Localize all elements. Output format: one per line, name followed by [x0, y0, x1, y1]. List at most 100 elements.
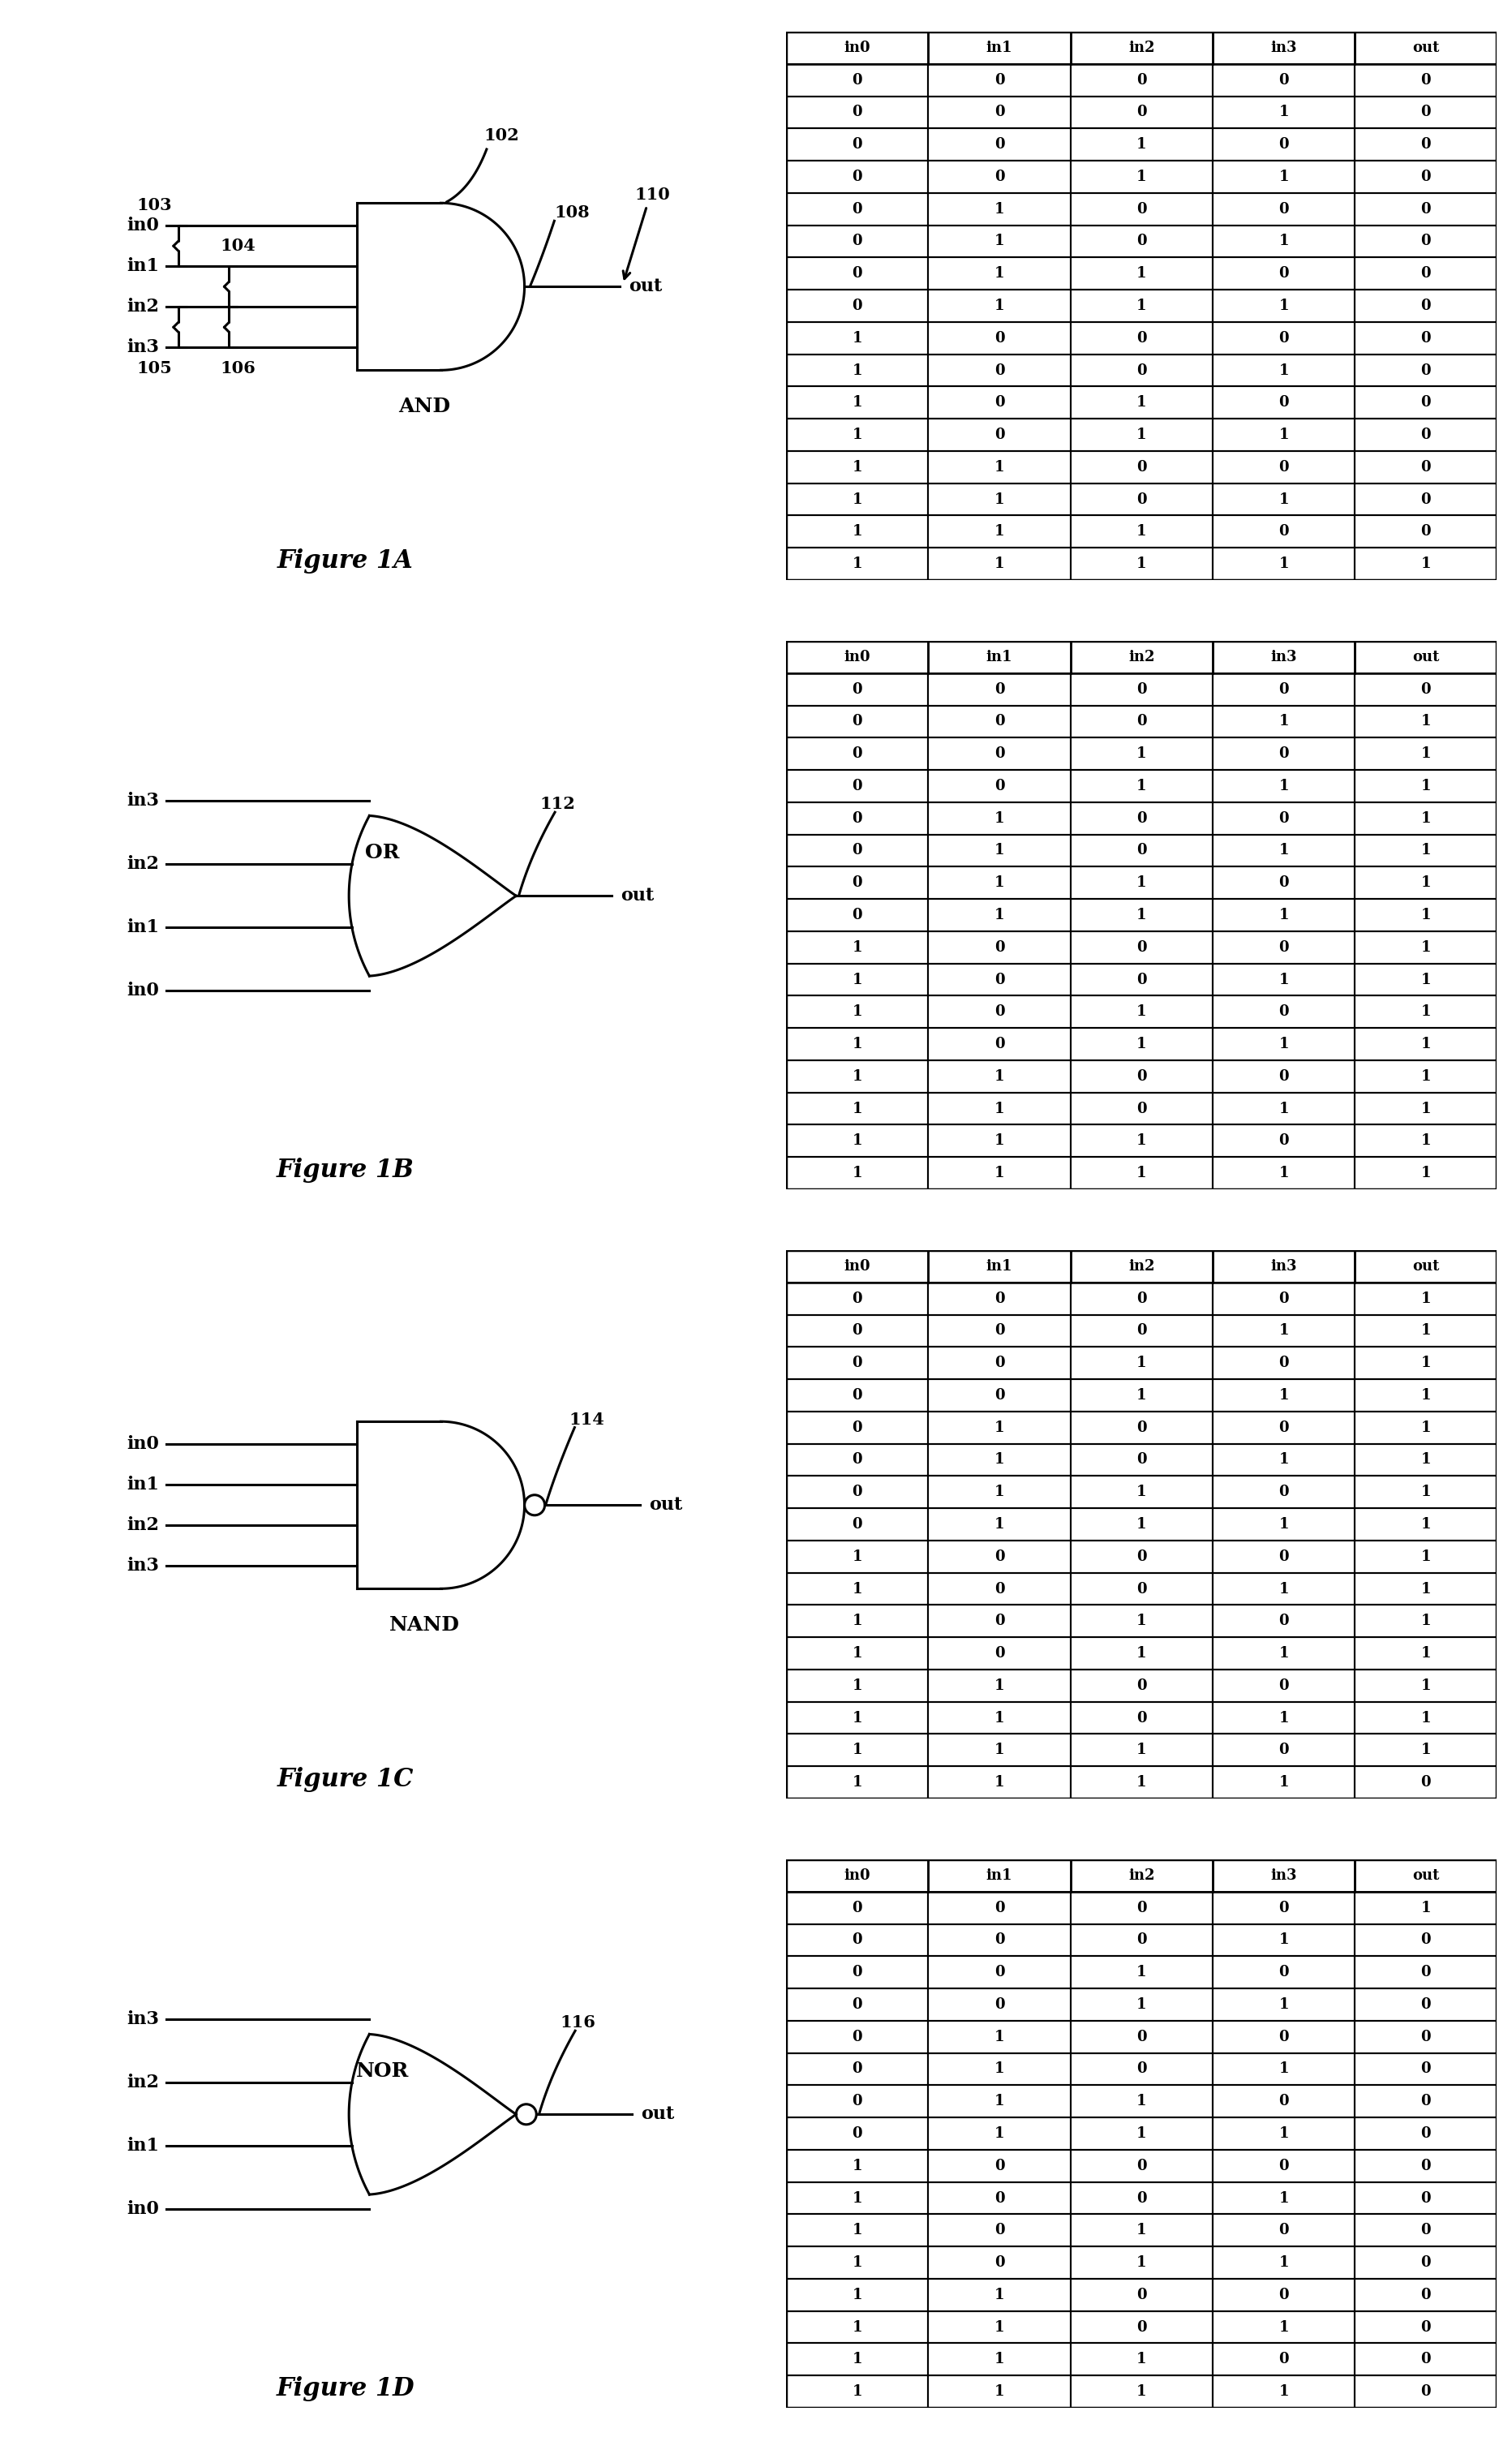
- Text: 1: 1: [995, 2352, 1004, 2366]
- Bar: [1213, 1891, 1355, 1923]
- Text: 1: 1: [1421, 556, 1430, 570]
- Text: 1: 1: [995, 202, 1004, 217]
- Text: 0: 0: [1137, 1070, 1146, 1084]
- Text: 1: 1: [853, 1613, 862, 1628]
- Text: 1: 1: [1421, 1901, 1430, 1915]
- Text: 0: 0: [853, 843, 862, 858]
- Text: 0: 0: [1137, 1901, 1146, 1915]
- Bar: [1213, 2310, 1355, 2344]
- Text: 0: 0: [1137, 492, 1146, 507]
- Bar: [786, 548, 928, 580]
- Bar: [786, 1572, 928, 1606]
- Text: 1: 1: [1279, 2320, 1288, 2335]
- Bar: [1213, 1572, 1355, 1606]
- Bar: [928, 1989, 1070, 2020]
- Text: 0: 0: [1421, 2093, 1430, 2108]
- Text: NOR: NOR: [355, 2062, 408, 2081]
- Text: in2: in2: [1128, 651, 1155, 665]
- Text: 1: 1: [1137, 2383, 1146, 2398]
- Bar: [1355, 833, 1497, 868]
- Text: 112: 112: [540, 797, 576, 812]
- Text: 0: 0: [853, 202, 862, 217]
- Text: 0: 0: [1421, 2030, 1430, 2045]
- Bar: [1070, 1859, 1213, 1891]
- Text: 1: 1: [1279, 1389, 1288, 1404]
- Bar: [1355, 1606, 1497, 1638]
- Text: 1: 1: [1137, 746, 1146, 760]
- Bar: [786, 1379, 928, 1411]
- Text: 0: 0: [995, 1582, 1004, 1596]
- Bar: [928, 1572, 1070, 1606]
- Text: 0: 0: [1279, 1292, 1288, 1306]
- Text: 1: 1: [1137, 524, 1146, 539]
- Bar: [1355, 2020, 1497, 2052]
- Bar: [786, 1126, 928, 1158]
- Bar: [1070, 2118, 1213, 2149]
- Text: 1: 1: [1137, 780, 1146, 794]
- Bar: [786, 770, 928, 802]
- Text: in3: in3: [127, 339, 159, 356]
- Bar: [1355, 1282, 1497, 1314]
- Bar: [1355, 1092, 1497, 1126]
- Text: out: out: [1412, 651, 1439, 665]
- Bar: [1355, 1701, 1497, 1735]
- Text: 0: 0: [1421, 2254, 1430, 2269]
- Bar: [1355, 483, 1497, 517]
- Bar: [1070, 1282, 1213, 1314]
- Bar: [1213, 322, 1355, 353]
- Bar: [1213, 1158, 1355, 1189]
- Bar: [1070, 1891, 1213, 1923]
- Text: 0: 0: [1421, 2128, 1430, 2140]
- Text: in2: in2: [127, 297, 159, 317]
- Text: 1: 1: [1137, 2352, 1146, 2366]
- Text: 0: 0: [1421, 2288, 1430, 2303]
- Text: 0: 0: [1137, 363, 1146, 378]
- Bar: [1070, 2181, 1213, 2215]
- Bar: [786, 1411, 928, 1443]
- Text: 1: 1: [1279, 2128, 1288, 2140]
- Text: 0: 0: [1421, 73, 1430, 88]
- Text: 0: 0: [995, 1036, 1004, 1050]
- Bar: [928, 1282, 1070, 1314]
- Bar: [1355, 451, 1497, 483]
- Bar: [1070, 802, 1213, 833]
- Text: 1: 1: [1137, 1484, 1146, 1499]
- Bar: [1355, 95, 1497, 129]
- Text: 0: 0: [1421, 1774, 1430, 1789]
- Text: 1: 1: [1421, 1645, 1430, 1660]
- Bar: [928, 2310, 1070, 2344]
- Text: 1: 1: [853, 1004, 862, 1019]
- Bar: [928, 2149, 1070, 2181]
- Bar: [1213, 2247, 1355, 2279]
- Bar: [1070, 451, 1213, 483]
- Text: 1: 1: [1279, 2254, 1288, 2269]
- Bar: [1213, 738, 1355, 770]
- Text: 0: 0: [1137, 941, 1146, 955]
- Bar: [1213, 2376, 1355, 2408]
- Bar: [1355, 997, 1497, 1028]
- Text: 1: 1: [1137, 556, 1146, 570]
- Bar: [786, 258, 928, 290]
- Text: 0: 0: [1137, 1421, 1146, 1435]
- Text: 0: 0: [853, 1901, 862, 1915]
- Bar: [1070, 770, 1213, 802]
- Text: 1: 1: [1279, 363, 1288, 378]
- Bar: [928, 1735, 1070, 1767]
- Text: 1: 1: [853, 1742, 862, 1757]
- Bar: [786, 899, 928, 931]
- Text: in0: in0: [844, 1869, 871, 1884]
- Text: 0: 0: [1137, 2320, 1146, 2335]
- Bar: [928, 63, 1070, 95]
- Text: 0: 0: [1421, 2159, 1430, 2174]
- Bar: [1213, 258, 1355, 290]
- Text: 0: 0: [853, 875, 862, 890]
- Text: 0: 0: [1137, 1323, 1146, 1338]
- Bar: [928, 1314, 1070, 1348]
- Bar: [928, 2376, 1070, 2408]
- Bar: [1355, 1540, 1497, 1572]
- Text: 0: 0: [995, 1550, 1004, 1565]
- Text: 0: 0: [1421, 136, 1430, 151]
- Text: in1: in1: [127, 2137, 159, 2154]
- Text: 0: 0: [1421, 363, 1430, 378]
- Text: in3: in3: [127, 792, 159, 809]
